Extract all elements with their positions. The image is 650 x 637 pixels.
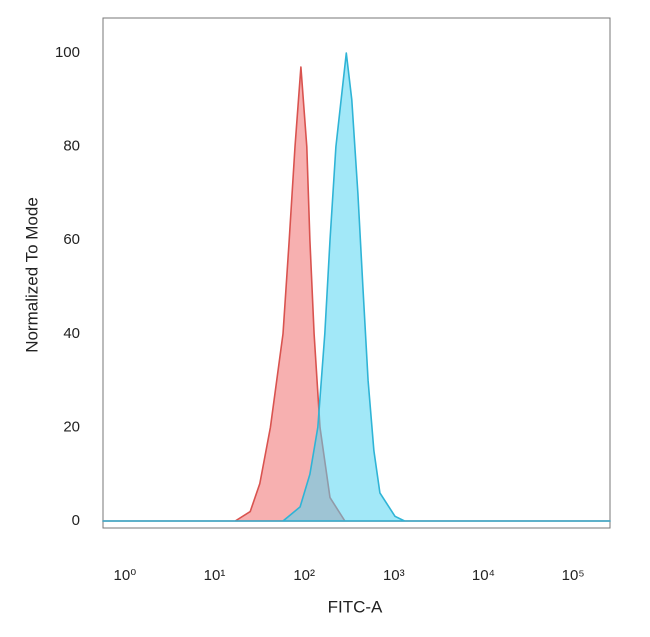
y-axis-label: Normalized To Mode: [22, 197, 41, 353]
y-tick-label: 80: [63, 138, 80, 155]
x-axis-label: FITC-A: [328, 597, 383, 616]
y-tick-label: 0: [72, 512, 80, 529]
x-tick-label: 10²: [293, 567, 315, 584]
y-tick-label: 60: [63, 231, 80, 248]
plot-frame: [102, 17, 611, 529]
histogram-area: [102, 52, 611, 522]
y-tick-label: 20: [63, 418, 80, 435]
y-tick-label: 40: [63, 325, 80, 342]
x-tick-label: 10⁴: [472, 567, 495, 584]
y-tick-label: 100: [55, 44, 80, 61]
x-tick-label: 10⁵: [562, 567, 585, 584]
x-tick-label: 10³: [383, 567, 405, 584]
x-tick-label: 10⁰: [114, 567, 137, 584]
x-tick-label: 10¹: [204, 567, 226, 584]
